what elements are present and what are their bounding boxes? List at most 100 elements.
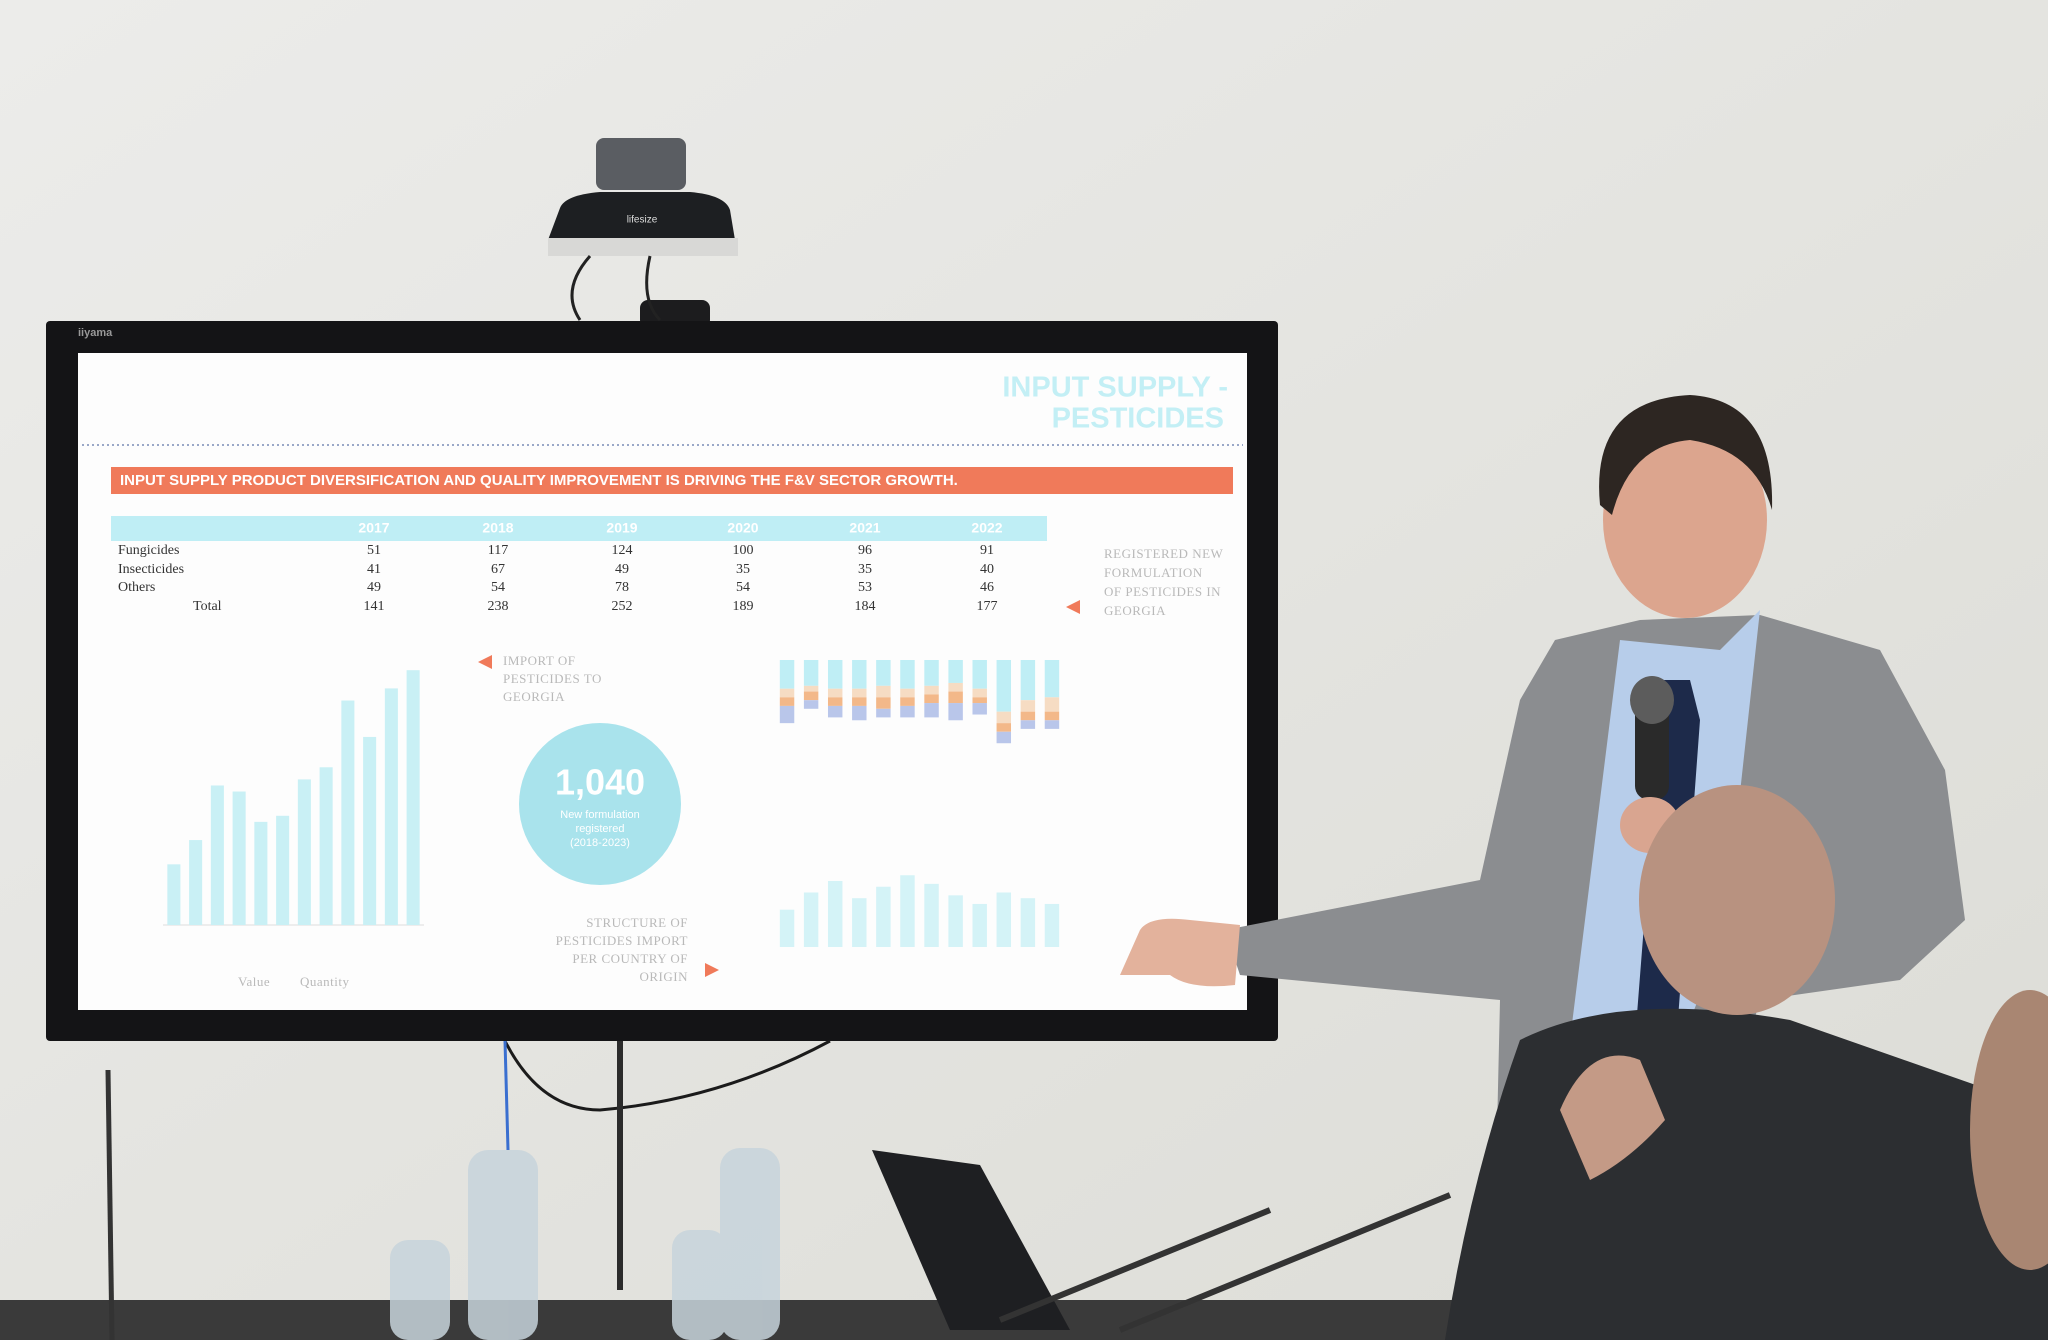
slide-title: INPUT SUPPLY - [1002,372,1228,404]
note: IMPORT OF [503,653,575,668]
stack-segment [948,691,963,704]
highlight-caption: registered [576,823,625,835]
cell: 117 [488,543,508,558]
bar [254,821,268,925]
stack-segment [972,660,987,689]
volume-bar [852,898,867,947]
stack-segment [779,688,795,698]
highlight-circle [519,723,681,885]
note: REGISTERED NEW [1104,546,1224,561]
note: PESTICIDES TO [503,671,602,686]
row-label: Total [193,599,222,614]
stack-segment [1020,711,1036,721]
row-label: Others [118,580,155,595]
bar [189,840,203,925]
stack-segment [1044,660,1060,698]
cell: 177 [977,599,998,614]
arrow [478,655,492,669]
stack-segment [803,660,819,686]
bar [319,767,333,925]
volume-bar [803,892,819,947]
bar [406,670,420,925]
cell: 54 [736,580,750,595]
stack-segment [924,694,939,704]
cell: 41 [367,562,381,577]
blue-cable [503,1040,510,1151]
cell: 78 [615,580,629,595]
cell: 67 [491,562,505,577]
table-year: 2018 [482,520,513,536]
banner-text: INPUT SUPPLY PRODUCT DIVERSIFICATION AND… [120,472,958,489]
cell: 189 [733,599,754,614]
stack-segment [852,697,867,706]
camera: lifesize [548,138,738,328]
bar [297,779,311,925]
cell: 96 [858,543,872,558]
cell: 53 [858,580,872,595]
cell: 51 [367,543,381,558]
stack-segment [779,697,795,706]
note: PESTICIDES IMPORT [556,933,688,948]
volume-bar [900,875,915,947]
table-year: 2021 [849,520,880,536]
table-year: 2019 [606,520,637,536]
stack-segment [900,705,915,718]
note: STRUCTURE OF [586,915,688,930]
row-label: Insecticides [118,562,184,577]
bar [210,785,224,925]
stack-segment [779,705,795,724]
stack-segment [900,697,915,706]
camera-brand: lifesize [627,215,658,226]
stack-segment [972,703,987,715]
stack-segment [948,703,963,721]
stack-segment [827,688,843,698]
slide-bg [78,353,1247,1010]
note: GEORGIA [1104,603,1166,618]
slide-title: PESTICIDES [1052,403,1224,435]
cell: 252 [612,599,633,614]
volume-bar [827,880,843,947]
stack-segment [924,703,939,718]
bar [341,700,355,925]
cell: 46 [980,580,994,595]
cell: 91 [980,543,994,558]
stack-segment [1044,711,1060,721]
cell: 141 [364,599,385,614]
bar [384,688,398,925]
note: ORIGIN [640,969,689,984]
stack-segment [1044,720,1060,729]
stack-segment [827,660,843,689]
highlight-caption: New formulation [560,809,639,821]
stack-segment [996,731,1012,744]
cell: 49 [367,580,381,595]
cell: 124 [612,543,633,558]
volume-bar [779,909,795,947]
cell: 35 [858,562,872,577]
legend-entry: Value [238,974,270,989]
stack-segment [996,660,1012,712]
stack-segment [996,723,1012,732]
stack-segment [996,711,1012,724]
microphone [1118,1192,1452,1333]
table-year: 2020 [727,520,758,536]
table-year: 2022 [971,520,1002,536]
stack-segment [948,660,963,683]
stack-segment [876,685,891,698]
banner [111,467,1233,494]
volume-bar [876,886,891,947]
bar [276,815,290,925]
laptop [872,1150,1070,1330]
volume-bar [948,895,963,947]
bottles [390,1148,780,1340]
volume-bar [924,883,939,947]
arrow [1066,600,1080,614]
stack-segment [948,682,963,692]
stack-segment [876,697,891,709]
stack-segment [1044,697,1060,712]
stack-segment [972,688,987,698]
volume-bar [1020,898,1036,947]
cell: 184 [855,599,876,614]
note: PER COUNTRY OF [572,951,688,966]
stack-segment [876,708,891,718]
